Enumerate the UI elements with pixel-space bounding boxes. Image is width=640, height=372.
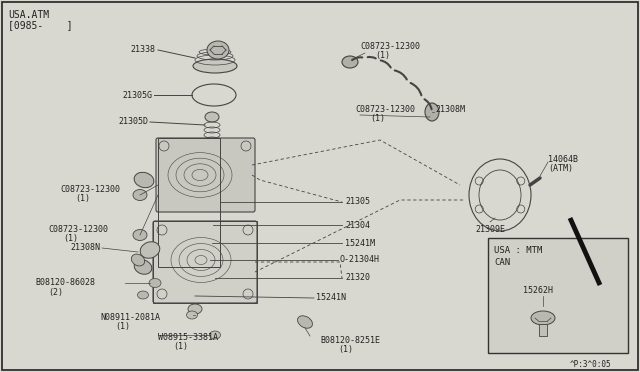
Ellipse shape (425, 103, 439, 121)
Text: 21308M: 21308M (435, 106, 465, 115)
Text: [0985-    ]: [0985- ] (8, 20, 72, 30)
Text: (ATM): (ATM) (548, 164, 573, 173)
Text: 21305: 21305 (345, 198, 370, 206)
Text: 21308N: 21308N (70, 244, 100, 253)
Ellipse shape (133, 189, 147, 201)
Ellipse shape (134, 172, 154, 188)
Text: W08915-3381A: W08915-3381A (158, 333, 218, 342)
FancyBboxPatch shape (156, 138, 255, 212)
Text: (1): (1) (338, 345, 353, 354)
Text: (1): (1) (375, 51, 390, 60)
Text: C08723-12300: C08723-12300 (60, 185, 120, 194)
Text: 21305D: 21305D (118, 118, 148, 126)
Text: (2): (2) (48, 288, 63, 297)
Ellipse shape (186, 311, 198, 319)
Text: B08120-8251E: B08120-8251E (320, 336, 380, 345)
Ellipse shape (188, 304, 202, 314)
Bar (153, 221, 257, 303)
Ellipse shape (207, 41, 229, 59)
Ellipse shape (193, 59, 237, 73)
Ellipse shape (133, 230, 147, 241)
Text: (1): (1) (63, 234, 78, 243)
Bar (158, 138, 220, 267)
Ellipse shape (205, 112, 219, 122)
Text: (1): (1) (370, 114, 385, 123)
Ellipse shape (209, 331, 221, 339)
Ellipse shape (342, 56, 358, 68)
FancyBboxPatch shape (153, 221, 257, 303)
Text: USA : MTM: USA : MTM (494, 246, 542, 255)
Text: B08120-86028: B08120-86028 (35, 278, 95, 287)
Ellipse shape (149, 279, 161, 288)
Text: N08911-2081A: N08911-2081A (100, 313, 160, 322)
Ellipse shape (298, 316, 312, 328)
Text: 21309E: 21309E (475, 225, 505, 234)
Bar (539, 324, 547, 336)
Text: (1): (1) (173, 342, 188, 351)
Ellipse shape (140, 242, 160, 258)
Text: 21305G: 21305G (122, 90, 152, 99)
Text: 21304: 21304 (345, 221, 370, 230)
Text: 14064B: 14064B (548, 155, 578, 164)
Text: 21338: 21338 (130, 45, 155, 55)
Text: C08723-12300: C08723-12300 (360, 42, 420, 51)
Text: 15241N: 15241N (316, 294, 346, 302)
Text: (1): (1) (115, 322, 130, 331)
Text: 15241M: 15241M (345, 238, 375, 247)
Ellipse shape (134, 260, 152, 274)
Ellipse shape (131, 254, 145, 266)
Text: 21320: 21320 (345, 273, 370, 282)
Text: CAN: CAN (494, 258, 510, 267)
Text: C08723-12300: C08723-12300 (48, 225, 108, 234)
Text: USA.ATM: USA.ATM (8, 10, 49, 20)
Text: ^P:3^0:05: ^P:3^0:05 (570, 360, 612, 369)
Text: O-21304H: O-21304H (340, 256, 380, 264)
Ellipse shape (531, 311, 555, 325)
Ellipse shape (138, 291, 148, 299)
Text: C08723-12300: C08723-12300 (355, 105, 415, 114)
Bar (488, 238, 628, 353)
Text: (1): (1) (75, 194, 90, 203)
Text: 15262H: 15262H (523, 286, 553, 295)
